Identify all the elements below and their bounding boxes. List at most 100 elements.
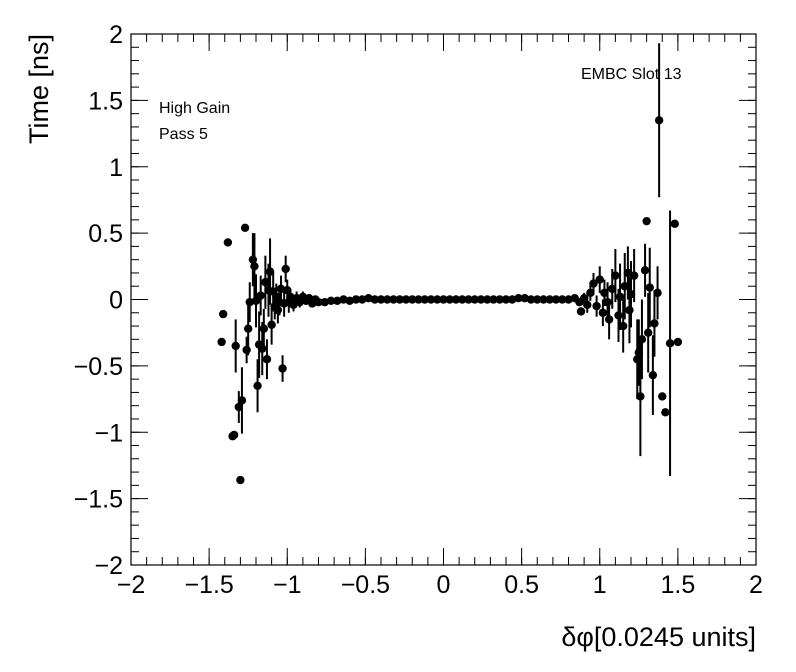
data-point <box>673 337 683 347</box>
data-point <box>579 293 589 303</box>
data-point <box>281 264 290 274</box>
data-point <box>637 335 647 344</box>
data-point <box>645 283 654 292</box>
data-point <box>351 295 361 304</box>
data-point <box>420 295 429 304</box>
data-point <box>604 315 614 324</box>
data-point <box>237 396 247 405</box>
data-point <box>629 271 639 280</box>
x-tick-label: −1.5 <box>184 571 233 599</box>
data-point <box>533 295 542 304</box>
data-point <box>256 291 265 300</box>
data-point <box>278 364 287 373</box>
data-point <box>640 266 650 275</box>
data-point <box>223 238 233 247</box>
data-point <box>665 339 675 348</box>
data-point <box>558 295 567 304</box>
data-point <box>539 295 548 304</box>
data-point <box>401 295 411 304</box>
x-tick-label: −2 <box>117 571 146 599</box>
data-point <box>464 295 473 304</box>
gain-annotation: High Gain <box>159 100 230 117</box>
y-tick-label: 0.5 <box>88 220 123 248</box>
y-tick-label: 1 <box>109 154 123 182</box>
data-point <box>595 275 604 284</box>
data-point <box>600 288 609 298</box>
data-point <box>634 348 644 357</box>
data-point <box>439 295 448 304</box>
data-point <box>611 271 620 280</box>
data-point <box>586 288 595 298</box>
data-point <box>333 296 342 306</box>
y-tick-label: −1.5 <box>74 486 123 514</box>
data-point <box>625 305 634 315</box>
data-point <box>658 392 667 401</box>
data-point <box>626 289 636 299</box>
data-point <box>476 295 486 304</box>
data-point <box>426 295 436 304</box>
data-point <box>470 295 479 304</box>
y-tick-label: 0 <box>109 287 123 315</box>
data-point <box>618 321 628 331</box>
y-tick-label: 2 <box>109 21 123 49</box>
data-point <box>661 408 670 417</box>
data-point <box>253 381 262 390</box>
data-point <box>483 295 492 304</box>
data-point <box>620 282 629 291</box>
y-axis-title: Time [ns] <box>24 34 54 144</box>
x-tick-label: 1.5 <box>660 571 695 599</box>
data-point <box>650 319 659 328</box>
axis-ticks <box>130 33 757 566</box>
error-bars <box>234 43 672 477</box>
data-point <box>245 297 254 307</box>
data-point <box>218 309 228 319</box>
data-point <box>458 295 467 304</box>
data-point <box>495 295 504 304</box>
data-point <box>564 295 573 304</box>
data-point <box>395 295 404 304</box>
data-point <box>258 344 267 353</box>
y-tick-labels: −2 −1.5 −1 −0.5 0 0.5 1 1.5 2 <box>74 21 123 580</box>
data-point <box>614 311 623 320</box>
data-point <box>261 278 270 287</box>
x-tick-label: 2 <box>749 571 763 599</box>
x-tick-label: 0 <box>437 571 451 599</box>
data-point <box>545 295 554 304</box>
x-tick-label: 1 <box>593 571 607 599</box>
data-point <box>242 345 251 355</box>
data-point <box>283 286 292 295</box>
data-point <box>217 337 226 347</box>
data-point <box>314 297 323 307</box>
x-tick-label: −0.5 <box>341 571 390 599</box>
x-tick-labels: −2 −1.5 −1 −0.5 0 0.5 1 1.5 2 <box>117 571 763 599</box>
data-point <box>592 301 601 311</box>
data-point <box>240 223 250 233</box>
data-point <box>526 295 536 304</box>
data-point <box>603 297 612 307</box>
data-point <box>636 392 645 401</box>
data-point <box>273 305 283 315</box>
data-point <box>248 255 258 264</box>
data-point <box>608 284 617 294</box>
data-point <box>370 295 379 304</box>
data-point <box>267 320 276 329</box>
data-point <box>231 341 240 351</box>
data-point <box>583 300 592 310</box>
data-point <box>589 279 598 288</box>
data-point <box>653 288 662 298</box>
data-point <box>286 292 295 302</box>
data-point <box>265 267 275 276</box>
y-tick-label: −0.5 <box>74 353 123 381</box>
data-point <box>642 216 651 226</box>
data-point <box>414 295 423 304</box>
data-point <box>408 295 417 304</box>
data-point <box>229 430 239 440</box>
data-point <box>320 297 329 307</box>
data-point <box>670 219 679 229</box>
data-point <box>358 295 367 304</box>
data-point <box>633 355 642 364</box>
data-point <box>501 295 511 304</box>
data-point <box>326 296 336 306</box>
slot-annotation: EMBC Slot 13 <box>581 66 682 83</box>
